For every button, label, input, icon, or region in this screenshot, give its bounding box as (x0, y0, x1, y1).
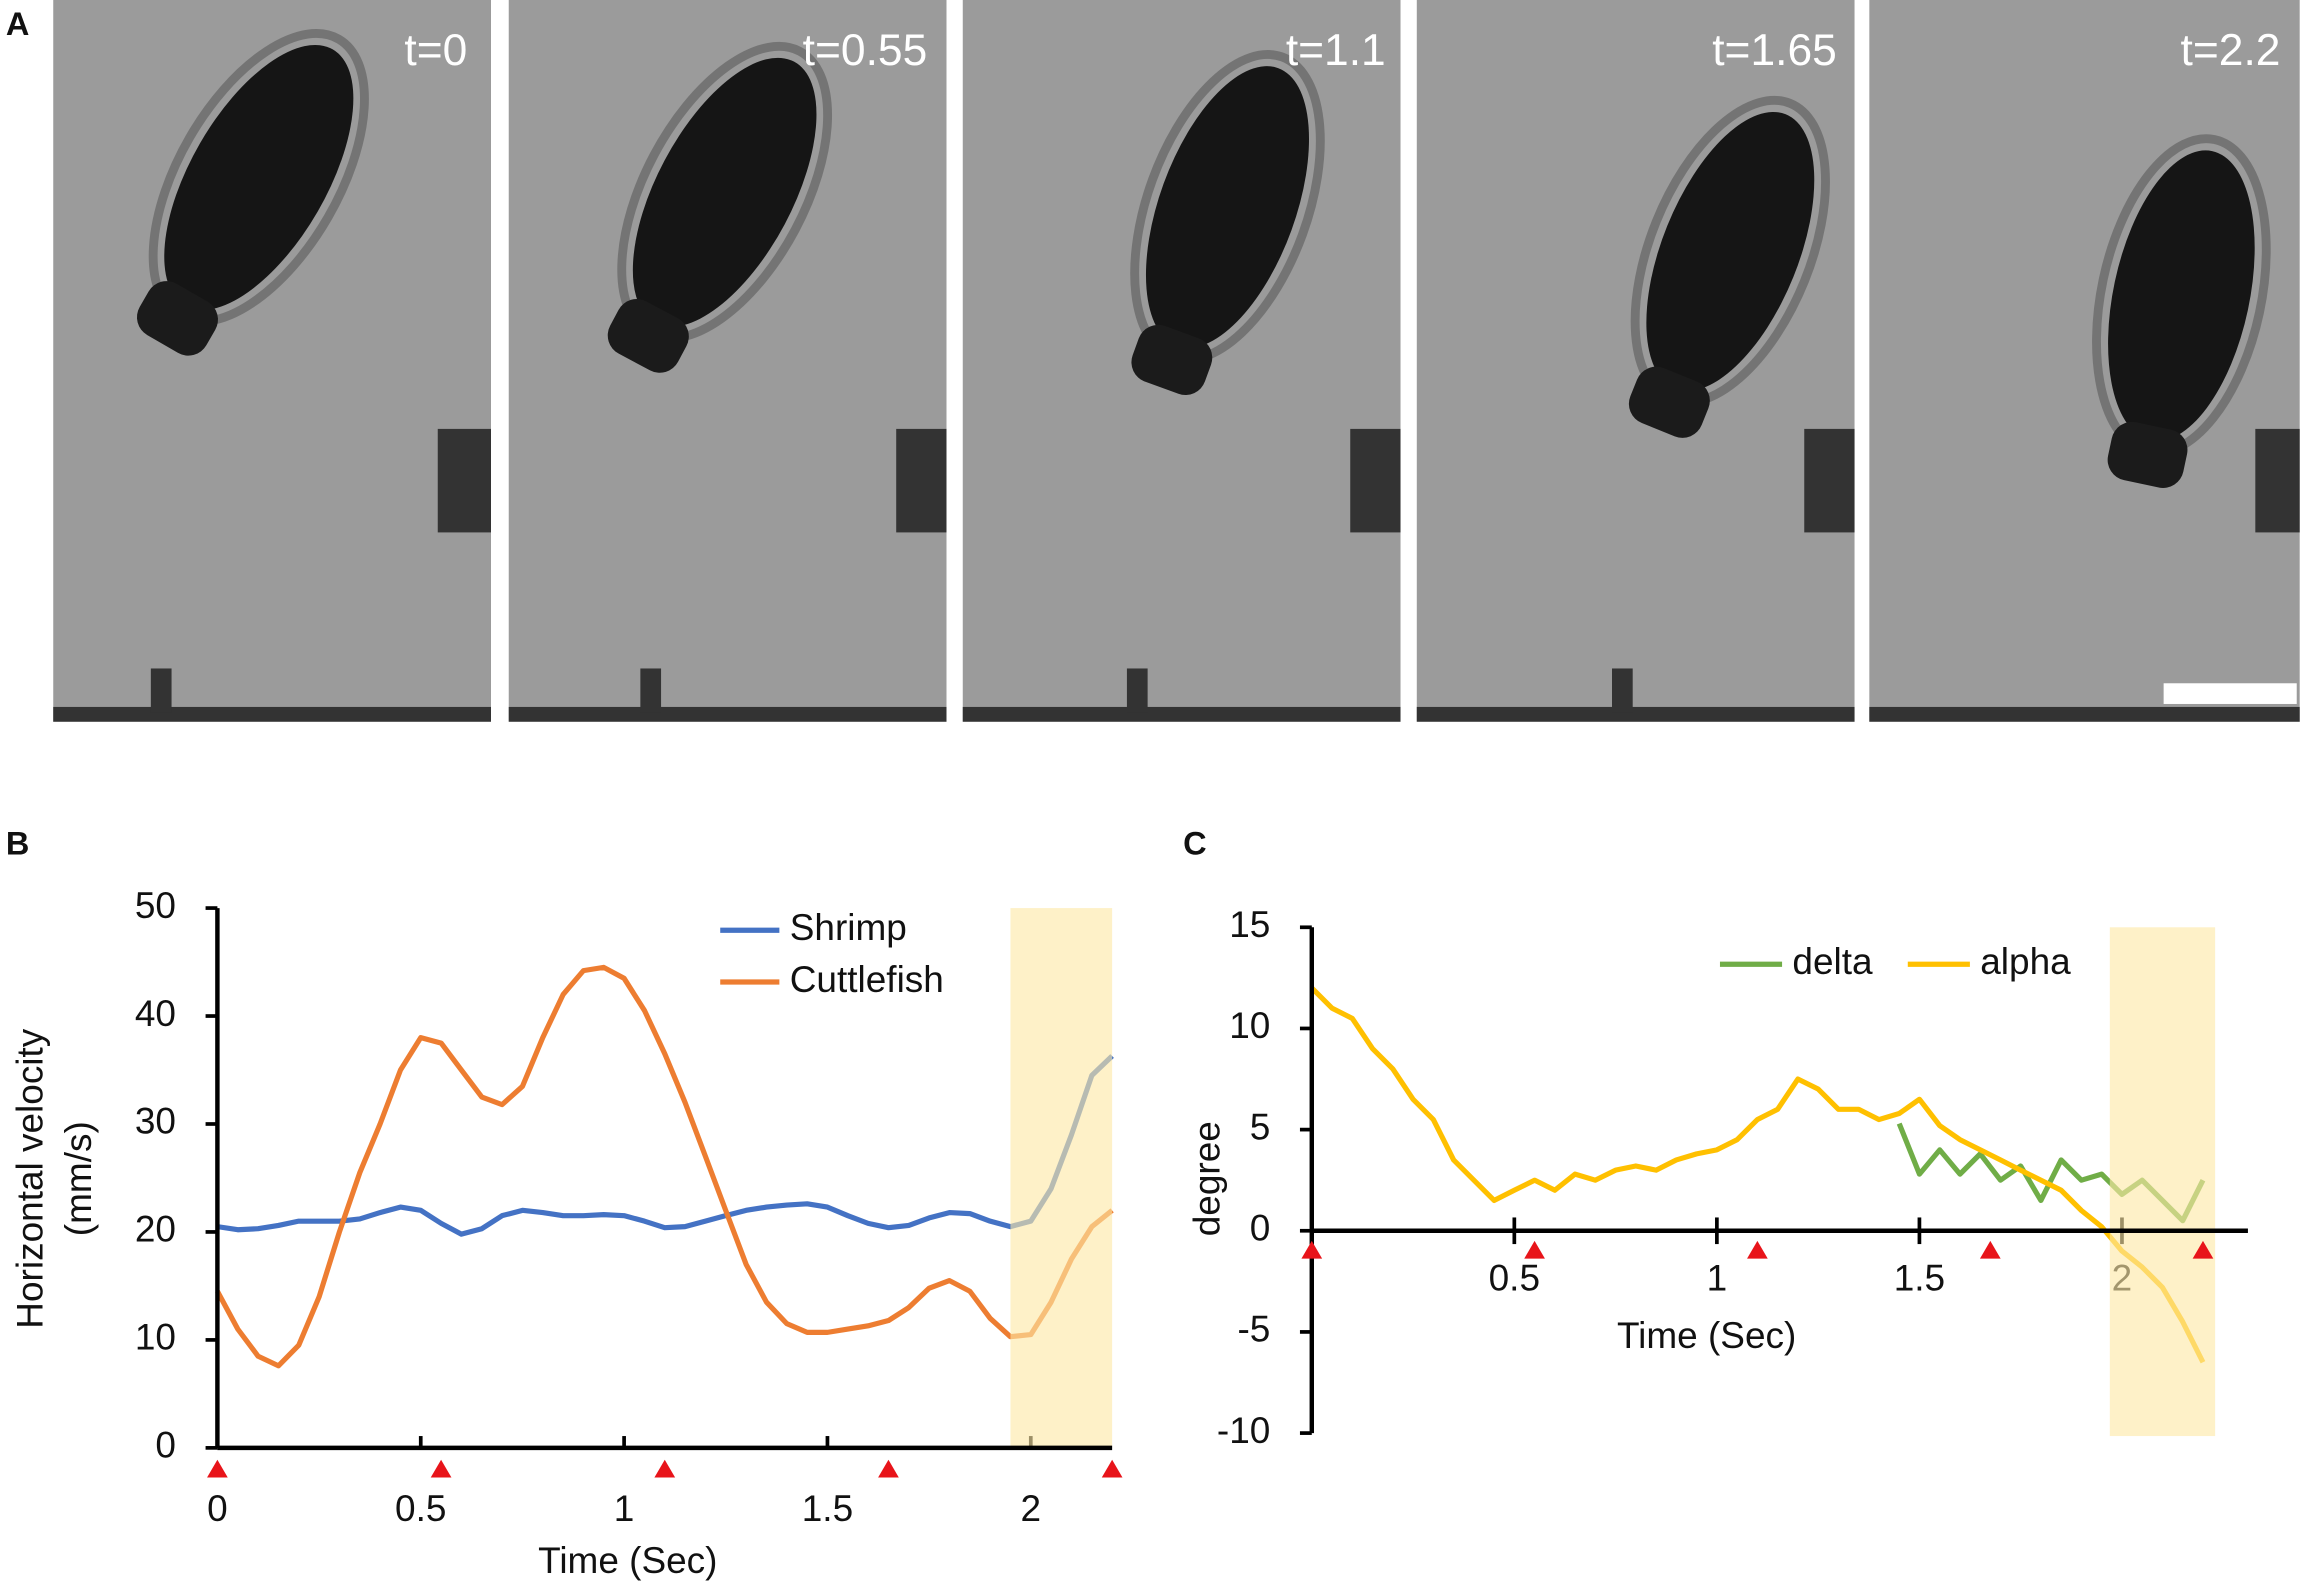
event-marker (1979, 1240, 2001, 1259)
x-axis-label: Time (Sec) (1617, 1315, 1796, 1356)
scale-bar (2163, 683, 2297, 704)
panel-letter: A (6, 6, 29, 42)
y-tick-label: 0 (155, 1425, 176, 1466)
event-marker (654, 1459, 676, 1478)
y-axis-label: Horizontal velocity (9, 1028, 50, 1328)
frame-label: t=0.55 (803, 26, 928, 75)
legend-label: alpha (1980, 941, 2071, 982)
event-marker (430, 1459, 452, 1478)
y-tick-label: 0 (1250, 1208, 1271, 1249)
x-tick-label: 2 (1021, 1488, 1042, 1529)
y-tick-label: -5 (1238, 1309, 1271, 1350)
x-axis-label: Time (Sec) (538, 1540, 717, 1581)
legend-label: Shrimp (790, 907, 907, 948)
x-tick-label: 0.5 (1489, 1258, 1540, 1299)
y-tick-label: 30 (135, 1101, 176, 1142)
highlight-band (1010, 908, 1113, 1448)
series-line (1309, 986, 2206, 1364)
y-axis-label: degree (1187, 1121, 1228, 1236)
event-marker (2192, 1240, 2214, 1259)
y-tick-label: 15 (1229, 904, 1270, 945)
y-tick-label: 5 (1250, 1106, 1271, 1147)
x-tick-label: 1.5 (1894, 1258, 1945, 1299)
y-tick-label: 10 (135, 1317, 176, 1358)
event-marker (1747, 1240, 1768, 1259)
series-line (215, 964, 1114, 1369)
x-tick-label: 0.5 (395, 1488, 446, 1529)
event-marker (207, 1459, 228, 1478)
y-tick-label: 20 (135, 1209, 176, 1250)
event-marker (1301, 1240, 1323, 1259)
y-tick-label: 50 (135, 885, 176, 926)
x-tick-label: 1 (614, 1488, 635, 1529)
y-tick-label: 10 (1229, 1005, 1270, 1046)
frame-label: t=2.2 (2181, 26, 2281, 75)
photo (1869, 0, 2300, 722)
legend-label: delta (1792, 941, 1873, 982)
photo-strip: t=0 t=0.55 t=1.1 t=1.65 t=2.2 (53, 0, 2300, 722)
x-tick-label: 1.5 (802, 1488, 853, 1529)
y-tick-label: 40 (135, 993, 176, 1034)
y-axis-label: (mm/s) (58, 1121, 99, 1236)
y-tick-label: -10 (1217, 1410, 1270, 1451)
event-marker (878, 1459, 899, 1478)
highlight-band (2109, 927, 2216, 1437)
legend-label: Cuttlefish (790, 959, 944, 1000)
x-tick-label: 1 (1707, 1258, 1728, 1299)
frame-label: t=1.65 (1712, 26, 1837, 75)
panel-letter: C (1183, 826, 1206, 862)
frame-label: t=1.1 (1286, 26, 1386, 75)
x-tick-label: 0 (207, 1488, 228, 1529)
panel-letter: B (6, 826, 29, 862)
series-line (217, 1054, 1114, 1237)
event-marker (1524, 1240, 1545, 1259)
photo-floor (53, 428, 2300, 722)
frame-label: t=0 (404, 26, 467, 75)
event-marker (1101, 1459, 1123, 1478)
